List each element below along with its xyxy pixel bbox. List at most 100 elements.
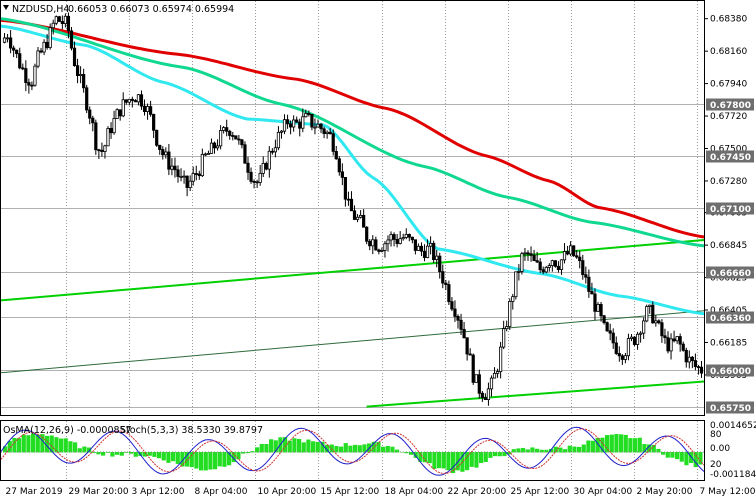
time-label: 15 Apr 12:00 <box>321 487 380 497</box>
candle-body <box>158 144 162 150</box>
osma-bar <box>241 452 246 454</box>
candle-body <box>508 301 512 327</box>
candle-body <box>687 356 691 363</box>
candle-body <box>435 255 439 261</box>
candle-body <box>578 256 582 262</box>
candle-body <box>340 171 344 178</box>
candle-body <box>292 119 296 128</box>
candle-body <box>651 304 655 324</box>
candle-body <box>170 165 174 170</box>
time-label: 2 May 20:00 <box>637 487 693 497</box>
candle-body <box>459 319 463 330</box>
level-tag-text: 0.67100 <box>710 205 751 215</box>
candle-body <box>620 355 624 360</box>
candle-body <box>30 84 34 87</box>
osma-bar <box>31 433 36 453</box>
level-tags: 0.67800 0.67450 0.67100 0.66660 0.66360 0.660… <box>706 98 754 414</box>
candle-body <box>2 37 7 43</box>
candle-body <box>94 122 98 151</box>
osma-bar <box>656 448 661 453</box>
candle-body <box>447 284 451 303</box>
indicator-tick-label: 0.00 <box>710 444 730 454</box>
candle-body <box>240 139 244 146</box>
osma-bar <box>40 434 45 453</box>
stoch-signal-line <box>0 428 705 475</box>
osma-bar <box>395 449 400 453</box>
indicator-tick-label: 20 <box>710 460 722 470</box>
candle-body <box>295 119 299 123</box>
candle-body <box>432 242 436 261</box>
candle-body <box>672 338 676 342</box>
osma-bar <box>297 438 302 453</box>
level-tag <box>706 364 754 377</box>
candle-body <box>112 118 116 134</box>
candle-body <box>602 315 606 324</box>
osma-bar <box>362 444 367 453</box>
osma-bar <box>82 446 87 453</box>
candle-body <box>261 163 265 174</box>
candle-body <box>587 276 591 292</box>
trend-line <box>0 238 705 302</box>
candle-body <box>72 47 77 67</box>
osma-bar <box>110 452 115 457</box>
osma-bar <box>465 452 470 471</box>
candle-body <box>316 123 320 128</box>
candle-body <box>474 374 478 383</box>
price-tick-label: 0.66625 <box>710 274 747 284</box>
osma-bar <box>525 449 530 453</box>
osma-bar <box>208 452 213 470</box>
osma-bar <box>143 452 148 457</box>
candle-body <box>51 22 55 29</box>
candle-body <box>12 47 16 51</box>
candle-body <box>5 37 10 40</box>
candle-body <box>270 150 274 153</box>
candle-body <box>359 214 363 218</box>
candle-body <box>164 151 168 156</box>
candle-body <box>675 336 679 342</box>
osma-bar <box>637 437 642 453</box>
osma-bar <box>171 452 176 462</box>
osma-bar <box>404 452 409 454</box>
osma-bar <box>535 448 540 453</box>
osma-bar <box>549 448 554 453</box>
candle-body <box>374 239 378 251</box>
candle-body <box>133 100 137 103</box>
osma-bar <box>115 452 120 455</box>
candle-body <box>130 98 134 101</box>
osma-bar <box>255 447 260 453</box>
osma-bar <box>563 449 568 453</box>
osma-bar <box>301 442 306 453</box>
osma-bar <box>3 446 8 453</box>
osma-bar <box>427 452 432 464</box>
candle-body <box>632 336 637 345</box>
candle-body <box>590 291 594 295</box>
osma-bar <box>311 441 316 453</box>
candle-body <box>605 322 609 332</box>
osma-bar <box>437 452 442 469</box>
candle-body <box>547 265 551 268</box>
symbol-dropdown-icon[interactable] <box>3 5 9 10</box>
osma-bar <box>609 434 614 453</box>
candle-body <box>608 330 612 334</box>
candle-body <box>398 238 402 244</box>
candle-body <box>252 181 256 183</box>
price-tick-label: 0.67280 <box>710 177 747 187</box>
candle-body <box>103 145 107 152</box>
candle-body <box>82 74 86 89</box>
candle-body <box>532 254 536 262</box>
osma-bar <box>334 446 339 453</box>
osma-bar <box>325 444 330 453</box>
osma-bar <box>21 434 26 453</box>
candle-body <box>325 131 329 134</box>
osma-bar <box>343 443 348 453</box>
osma-bar <box>87 447 92 453</box>
candle-body <box>115 109 119 119</box>
indicator-tick-label: 80 <box>710 430 722 440</box>
osma-bar <box>231 452 236 463</box>
candle-body <box>285 119 290 125</box>
price-tick-label: 0.66185 <box>710 338 747 348</box>
osma-bar <box>105 452 110 453</box>
osma-bar <box>175 452 180 464</box>
